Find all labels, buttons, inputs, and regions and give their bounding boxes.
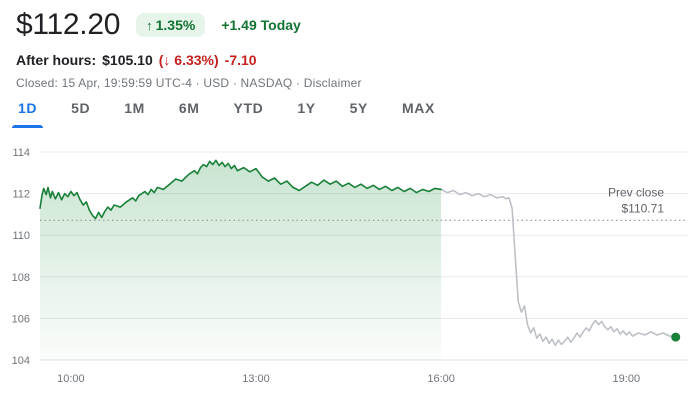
svg-text:112: 112	[12, 189, 30, 201]
svg-text:106: 106	[12, 313, 30, 325]
price-change-today: +1.49 Today	[221, 17, 301, 33]
svg-text:110: 110	[12, 230, 30, 242]
tab-1d[interactable]: 1D	[11, 96, 44, 128]
time-range-tabs: 1D 5D 1M 6M YTD 1Y 5Y MAX	[11, 96, 437, 128]
arrow-up-icon: ↑	[146, 17, 153, 33]
after-hours-percent: (↓ 6.33%)	[158, 52, 219, 68]
after-hours-row: After hours: $105.10 (↓ 6.33%) -7.10	[16, 52, 257, 68]
tab-max[interactable]: MAX	[400, 96, 437, 128]
svg-text:16:00: 16:00	[427, 373, 455, 385]
after-hours-label: After hours:	[16, 52, 97, 68]
svg-text:108: 108	[12, 272, 30, 284]
price-chart[interactable]: 104 106 108 110 112 114 10:00 13:00 16:00 19:00 Pr…	[0, 130, 694, 392]
svg-text:114: 114	[12, 147, 30, 159]
tab-5y[interactable]: 5Y	[348, 96, 370, 128]
price-change-badge: ↑ 1.35%	[136, 13, 206, 37]
tab-5d[interactable]: 5D	[69, 96, 92, 128]
tab-ytd[interactable]: YTD	[232, 96, 266, 128]
disclaimer-link[interactable]: Disclaimer	[303, 76, 362, 90]
tab-6m[interactable]: 6M	[177, 96, 202, 128]
svg-text:Prev close: Prev close	[608, 185, 664, 199]
after-hours-price: $105.10	[102, 52, 153, 68]
market-status-row: Closed: 15 Apr, 19:59:59 UTC-4 · USD · N…	[16, 76, 362, 90]
svg-text:19:00: 19:00	[613, 373, 641, 385]
tab-1y[interactable]: 1Y	[295, 96, 317, 128]
svg-text:10:00: 10:00	[57, 373, 85, 385]
price-row: $112.20 ↑ 1.35% +1.49 Today	[16, 8, 301, 42]
svg-text:$110.71: $110.71	[622, 201, 665, 215]
price-change-percent: 1.35%	[155, 17, 196, 33]
market-status-text: Closed: 15 Apr, 19:59:59 UTC-4 · USD · N…	[16, 76, 301, 90]
svg-text:13:00: 13:00	[242, 373, 270, 385]
current-price: $112.20	[16, 8, 121, 41]
svg-text:104: 104	[12, 355, 30, 367]
after-hours-change: -7.10	[224, 52, 257, 68]
price-chart-svg[interactable]: 104 106 108 110 112 114 10:00 13:00 16:00 19:00 Pr…	[0, 130, 694, 392]
tab-1m[interactable]: 1M	[122, 96, 147, 128]
